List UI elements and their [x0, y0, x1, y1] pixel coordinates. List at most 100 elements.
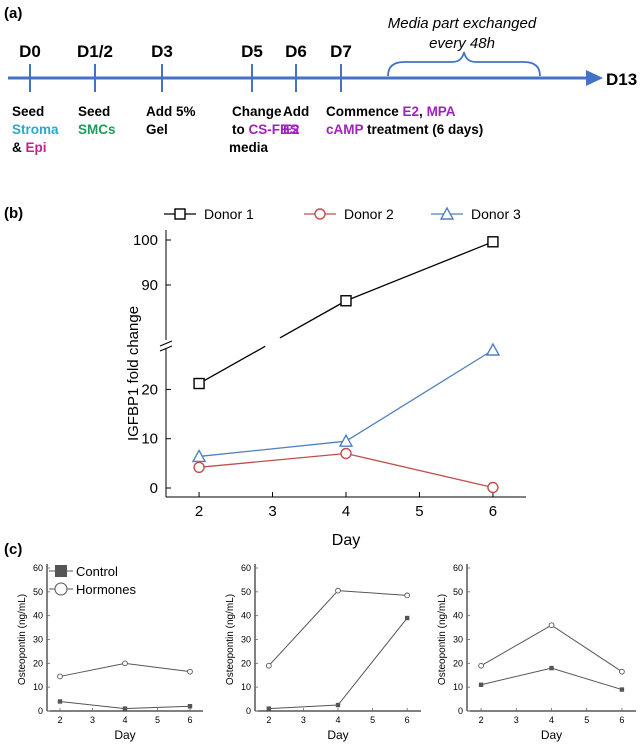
- chart-b-line-donor3-seg: [198, 440, 347, 458]
- timeline-end-label: D13: [606, 70, 637, 89]
- timeline-desc-seg-d7-0-0: Commence: [326, 104, 403, 119]
- chart-b-x-tick-label: 4: [342, 503, 350, 520]
- chart-c1-point-hormones: [122, 660, 128, 667]
- chart-b-point-donor3: [485, 342, 501, 356]
- timeline-desc-d12-1: SMCs: [78, 122, 116, 137]
- chart-c1-y-tick-label: 40: [33, 611, 43, 621]
- panel-a-label: (a): [4, 5, 22, 22]
- timeline-desc-d6-0: Add: [283, 104, 309, 119]
- timeline-desc-d5-2: media: [229, 140, 269, 155]
- chart-b-point-donor2: [193, 461, 205, 473]
- timeline-desc-seg-d7-1-0: cAMP: [326, 122, 364, 137]
- chart-c1-point-control: [122, 706, 128, 711]
- timeline-day-d6: D6: [285, 42, 307, 61]
- chart-b-point-donor1: [340, 295, 352, 307]
- chart-b-point-donor2: [340, 447, 352, 460]
- chart-c1-legend-marker: [54, 582, 68, 596]
- chart-c2-y-label: Osteopontin (ng/mL): [225, 594, 236, 685]
- chart-b-point-donor3: [338, 433, 354, 447]
- chart-c2-y-tick-label: 30: [241, 635, 251, 645]
- timeline-desc-d7-0: Commence E2, MPA: [326, 104, 456, 119]
- chart-c2-x-label: Day: [327, 728, 348, 742]
- chart-b-line-donor1-seg-a: [198, 345, 266, 385]
- timeline-desc-d5-0: Change: [232, 104, 282, 119]
- chart-c3-y-tick-label: 50: [453, 587, 463, 597]
- chart-c1-y-label: Osteopontin (ng/mL): [17, 594, 28, 685]
- chart-c1-point-control: [187, 704, 193, 709]
- chart-b-y-tick-label: 0: [150, 480, 158, 497]
- chart-c1-x-tick-label: 3: [90, 715, 95, 725]
- chart-b-point-donor1: [487, 236, 499, 248]
- timeline-desc-seg-d6-1-0: E2: [283, 122, 300, 137]
- chart-c3-y-tick-label: 0: [458, 706, 463, 716]
- chart-c3-y-tick-label: 30: [453, 635, 463, 645]
- chart-b-legend-marker: [174, 208, 186, 220]
- timeline-desc-seg-d5-0-0: Change: [232, 104, 282, 119]
- chart-c1-y-tick-label: 0: [38, 706, 43, 716]
- chart-c2-point-hormones: [335, 587, 341, 594]
- timeline-desc-seg-d7-0-2: ,: [419, 104, 427, 119]
- timeline-desc-seg-d7-1-1: treatment (6 days): [363, 122, 483, 137]
- timeline-desc-seg-d0-2-1: Epi: [26, 140, 47, 155]
- chart-c1-y-tick-label: 10: [33, 682, 43, 692]
- chart-c3-y-label: Osteopontin (ng/mL): [437, 594, 448, 685]
- chart-c1-x-tick-label: 5: [155, 715, 160, 725]
- chart-c3-point-hormones: [548, 622, 555, 629]
- chart-b-axis-break-2: [159, 345, 173, 352]
- timeline-desc-d0-1: Stroma: [12, 122, 59, 137]
- timeline-desc-seg-d5-1-1: CS-FBS: [249, 122, 299, 137]
- panel-b-label: (b): [4, 205, 23, 222]
- timeline-desc-d12-0: Seed: [78, 104, 110, 119]
- chart-igfbp1: 2 3 4 5 6 0 10 20 90 100 Day IGFBP1 fold change Dono…: [125, 206, 526, 549]
- chart-c3-line-hormones: [480, 624, 623, 673]
- chart-b-line-donor2-seg: [199, 452, 347, 468]
- chart-c3-point-control: [478, 682, 484, 687]
- chart-c1-y-tick-label: 50: [33, 587, 43, 597]
- chart-c1-point-control: [57, 699, 63, 704]
- timeline-desc-d3-0: Add 5%: [146, 104, 196, 119]
- chart-b-x-tick-label: 5: [415, 503, 423, 520]
- timeline-desc-seg-d12-1-0: SMCs: [78, 122, 116, 137]
- timeline-day-d12: D1/2: [77, 42, 113, 61]
- timeline-desc-d6-1: E2: [283, 122, 300, 137]
- timeline-note-line1: Media part exchanged: [388, 15, 537, 32]
- chart-b-legend-marker: [314, 208, 326, 220]
- chart-b-legend-label: Donor 3: [471, 206, 521, 222]
- chart-c3-line-control: [480, 667, 623, 691]
- panel-c-label: (c): [4, 541, 22, 558]
- timeline-day-d3: D3: [151, 42, 173, 61]
- chart-b-point-donor1: [193, 377, 205, 390]
- timeline-desc-seg-d6-0-0: Add: [283, 104, 309, 119]
- chart-c3-y-tick-label: 10: [453, 682, 463, 692]
- timeline-desc-seg-d7-0-1: E2: [403, 104, 420, 119]
- chart-c1-x-tick-label: 6: [187, 715, 192, 725]
- timeline-desc-seg-d0-0-0: Seed: [12, 104, 44, 119]
- chart-b-point-donor2: [487, 481, 499, 494]
- chart-c2-x-tick-label: 4: [335, 715, 340, 725]
- chart-c3-x-tick-label: 5: [584, 715, 589, 725]
- timeline-desc-seg-d0-1-0: Stroma: [12, 122, 59, 137]
- chart-b-y-tick-label: 90: [141, 277, 158, 294]
- chart-c2-x-tick-label: 3: [301, 715, 306, 725]
- chart-c2-y-tick-label: 20: [241, 658, 251, 668]
- chart-c3-point-control: [549, 665, 554, 671]
- timeline-desc-d3-1: Gel: [146, 122, 168, 137]
- chart-c3-x-tick-label: 6: [619, 715, 624, 725]
- chart-b-x-label: Day: [332, 532, 360, 549]
- chart-c2-x-tick-label: 5: [370, 715, 375, 725]
- chart-c2-line-hormones: [268, 590, 408, 667]
- timeline-day-d5: D5: [241, 42, 263, 61]
- chart-c3-point-hormones: [478, 662, 484, 669]
- chart-c3-y-tick-label: 60: [453, 563, 463, 573]
- chart-b-y-tick-label: 10: [141, 431, 158, 448]
- timeline-desc-seg-d3-1-0: Gel: [146, 122, 168, 137]
- chart-c2-x-tick-label: 2: [266, 715, 271, 725]
- chart-b-legend-label: Donor 1: [204, 206, 254, 222]
- chart-c2-y-tick-label: 10: [241, 682, 251, 692]
- chart-c1-y-tick-label: 20: [33, 658, 43, 668]
- timeline-days: D0 Seed Stroma & Epi D1/2 Seed SMCs D3 Add 5% Gel…: [12, 42, 483, 155]
- chart-c1-y-tick-label: 60: [33, 563, 43, 573]
